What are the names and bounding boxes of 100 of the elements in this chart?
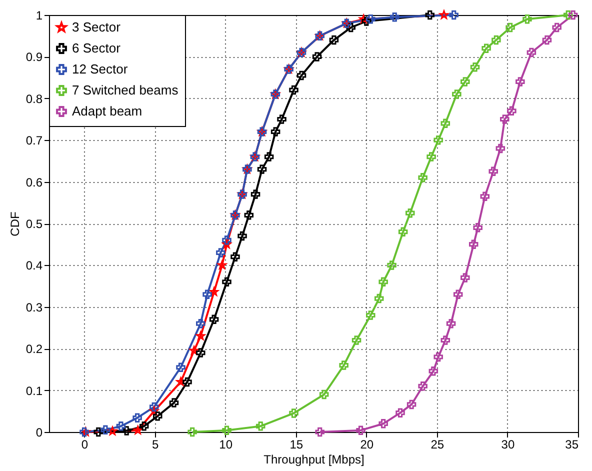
- point: [169, 398, 179, 408]
- point: [139, 422, 149, 431]
- point: [492, 35, 501, 45]
- y-tick-label: 0.4: [26, 258, 43, 273]
- point: [568, 10, 578, 20]
- legend-label: 7 Switched beams: [72, 82, 179, 98]
- point: [522, 14, 532, 24]
- x-tick-label: 20: [360, 438, 374, 452]
- point: [453, 290, 463, 300]
- point: [122, 426, 132, 436]
- y-tick-label: 0.2: [26, 342, 43, 356]
- point: [196, 331, 206, 340]
- point: [506, 22, 515, 32]
- point: [222, 277, 232, 287]
- point: [426, 152, 436, 162]
- point: [396, 408, 405, 418]
- legend-label: 6 Sector: [72, 40, 122, 56]
- point: [516, 77, 525, 86]
- point: [289, 85, 298, 95]
- point: [406, 208, 415, 218]
- point: [196, 318, 206, 328]
- point: [329, 35, 339, 45]
- point: [460, 77, 470, 86]
- point: [188, 427, 197, 437]
- point: [366, 14, 376, 24]
- point: [552, 22, 562, 32]
- point: [470, 62, 480, 72]
- point: [222, 426, 232, 435]
- point: [182, 377, 192, 387]
- legend-label: Adapt beam: [72, 104, 142, 118]
- point: [488, 166, 498, 176]
- point: [244, 210, 254, 220]
- y-tick-label: 1: [36, 8, 43, 22]
- point: [270, 127, 280, 136]
- point: [352, 336, 362, 345]
- point: [149, 402, 159, 412]
- point: [434, 135, 443, 145]
- point: [468, 240, 478, 249]
- point: [440, 336, 450, 345]
- point: [378, 419, 388, 428]
- point: [425, 10, 435, 20]
- x-tick-label: 25: [430, 438, 444, 452]
- point: [312, 52, 322, 62]
- point: [319, 390, 329, 400]
- point: [418, 382, 428, 391]
- point: [209, 314, 219, 324]
- point: [366, 310, 376, 320]
- point: [153, 412, 162, 421]
- point: [132, 413, 142, 422]
- point: [398, 227, 408, 236]
- point: [216, 248, 226, 258]
- point: [256, 422, 266, 431]
- y-tick-label: 0.8: [26, 92, 43, 106]
- x-tick-label: 5: [152, 438, 159, 452]
- y-tick-label: 0.7: [26, 134, 43, 148]
- point: [176, 377, 186, 386]
- point: [315, 427, 324, 437]
- point: [176, 362, 186, 372]
- x-tick-label: 0: [81, 438, 88, 452]
- y-tick-label: 0.5: [26, 217, 43, 231]
- point: [100, 425, 110, 435]
- x-tick-label: 10: [219, 438, 233, 452]
- point: [496, 144, 506, 154]
- point: [428, 366, 438, 376]
- point: [277, 114, 286, 124]
- point: [482, 44, 491, 53]
- point: [434, 352, 443, 362]
- point: [418, 173, 428, 182]
- legend-label: 3 Sector: [72, 20, 122, 34]
- point: [196, 348, 206, 358]
- point: [387, 260, 396, 270]
- point: [296, 70, 306, 80]
- legend-label: 12 Sector: [72, 62, 128, 76]
- point: [507, 106, 516, 116]
- point: [460, 273, 470, 282]
- point: [378, 277, 388, 287]
- x-tick-label: 30: [501, 438, 515, 452]
- y-axis-title: CDF: [8, 212, 22, 236]
- point: [116, 422, 126, 431]
- point: [356, 426, 366, 435]
- point: [257, 164, 267, 174]
- point: [406, 400, 416, 410]
- x-tick-label: 15: [290, 438, 304, 452]
- point: [94, 427, 103, 437]
- point: [264, 152, 274, 162]
- point: [564, 10, 573, 20]
- point: [449, 10, 458, 20]
- y-tick-label: 0.9: [26, 50, 43, 64]
- point: [473, 223, 482, 232]
- point: [250, 190, 260, 199]
- point: [230, 252, 240, 262]
- point: [362, 16, 372, 26]
- y-tick-label: 0.3: [26, 300, 43, 314]
- point: [289, 408, 298, 418]
- y-tick-label: 0.6: [26, 175, 43, 190]
- point: [222, 236, 232, 245]
- point: [390, 12, 400, 22]
- point: [500, 114, 510, 124]
- point: [374, 294, 384, 304]
- x-tick-label: 35: [565, 438, 579, 452]
